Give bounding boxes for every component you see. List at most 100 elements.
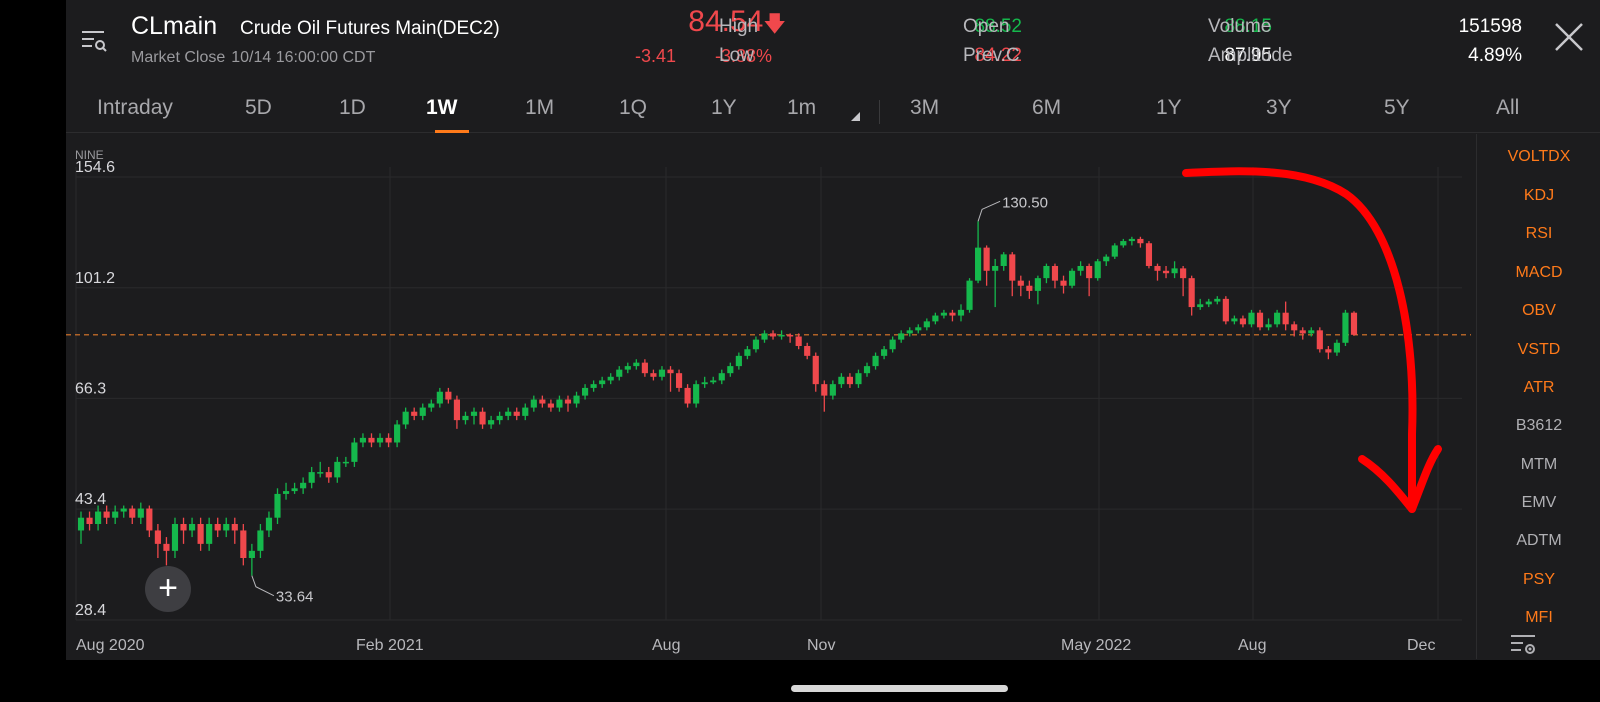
indicator-obv[interactable]: OBV xyxy=(1522,302,1556,319)
tab-3y[interactable]: 3Y xyxy=(1266,96,1292,119)
candle-body xyxy=(496,415,503,421)
indicator-vstd[interactable]: VSTD xyxy=(1517,341,1561,358)
candle-body xyxy=(590,384,597,388)
candle-body xyxy=(1350,312,1358,335)
tab-1q[interactable]: 1Q xyxy=(619,96,648,119)
candle-body xyxy=(462,415,469,421)
candle-body xyxy=(1231,318,1238,322)
candle-body xyxy=(317,472,324,474)
add-crosshair-button[interactable]: + xyxy=(145,566,191,612)
indicator-emv[interactable]: EMV xyxy=(1521,494,1557,511)
candle-body xyxy=(1222,298,1229,322)
indicator-psy[interactable]: PSY xyxy=(1522,571,1555,588)
candle-body xyxy=(163,543,170,551)
candle-body xyxy=(906,330,913,334)
candle-body xyxy=(701,382,708,385)
candle-body xyxy=(1128,238,1135,242)
y-axis-tick-label: 101.2 xyxy=(75,270,115,287)
candle-body xyxy=(975,247,982,281)
tab-1min[interactable]: 1m xyxy=(787,96,817,119)
low-label: Low xyxy=(719,45,754,66)
tab-1y[interactable]: 1Y xyxy=(711,96,737,119)
last-price-value: 84.54 xyxy=(688,5,764,38)
candle-body xyxy=(658,369,666,377)
candle-body xyxy=(898,333,905,340)
home-indicator[interactable] xyxy=(791,685,1008,692)
candle-body xyxy=(1162,270,1170,274)
candle-body xyxy=(223,524,230,531)
candle-body xyxy=(573,395,580,404)
candle-body xyxy=(1316,330,1323,350)
tab-1w[interactable]: 1W xyxy=(426,96,458,119)
x-axis-tick-label: Aug xyxy=(1238,637,1266,654)
close-icon[interactable] xyxy=(1552,20,1586,54)
indicator-mtm[interactable]: MTM xyxy=(1520,456,1558,473)
amplitude-value: 4.89% xyxy=(1468,45,1522,66)
candle-body xyxy=(1214,298,1221,302)
candle-body xyxy=(710,380,717,383)
candle-body xyxy=(624,366,631,370)
tab-1y-range[interactable]: 1Y xyxy=(1156,96,1182,119)
candle-body xyxy=(983,247,990,271)
tab-5d[interactable]: 5D xyxy=(245,96,272,119)
tab-all[interactable]: All xyxy=(1496,96,1520,119)
candle-body xyxy=(359,437,367,443)
market-timestamp: 10/14 16:00:00 CDT xyxy=(231,49,376,66)
prevc-value: 87.95 xyxy=(1224,45,1272,66)
candle-body xyxy=(607,376,614,381)
indicator-b3612[interactable]: B3612 xyxy=(1515,417,1563,434)
candle-body xyxy=(231,524,238,531)
candle-body xyxy=(804,345,811,356)
candle-body xyxy=(855,373,862,385)
indicator-mfi[interactable]: MFI xyxy=(1525,609,1553,626)
candle-body xyxy=(744,349,751,356)
indicator-settings-icon[interactable] xyxy=(1508,632,1538,658)
candle-body xyxy=(923,321,930,328)
low-annotation-label: 33.64 xyxy=(276,589,314,606)
candle-body xyxy=(915,327,922,331)
tab-5y[interactable]: 5Y xyxy=(1384,96,1410,119)
open-value: 88.15 xyxy=(1224,16,1272,37)
tab-intraday[interactable]: Intraday xyxy=(97,96,173,119)
candle-body xyxy=(530,399,537,408)
indicator-voltdx[interactable]: VOLTDX xyxy=(1507,148,1571,165)
candle-body xyxy=(838,376,845,385)
indicator-macd[interactable]: MACD xyxy=(1515,264,1563,281)
high-annotation-label: 130.50 xyxy=(1002,194,1048,211)
tab-1m[interactable]: 1M xyxy=(525,96,555,119)
candle-body xyxy=(667,369,674,374)
tab-1d[interactable]: 1D xyxy=(339,96,366,119)
dropdown-caret-icon[interactable] xyxy=(851,112,860,121)
candle-body xyxy=(428,403,435,408)
x-axis-tick-label: Nov xyxy=(807,637,835,654)
price-change-percent: -3.88% xyxy=(714,46,772,66)
candle-body xyxy=(300,482,307,489)
amplitude-label: Amplitude xyxy=(1208,45,1293,66)
candle-body xyxy=(752,339,760,350)
tab-3m[interactable]: 3M xyxy=(910,96,940,119)
price-chart[interactable]: NINE 154.6 101.2 66.3 43.4 28.4 Aug 2020 Feb … xyxy=(66,134,1476,702)
tab-6m[interactable]: 6M xyxy=(1032,96,1062,119)
candle-body xyxy=(436,391,443,404)
high-value: 88.52 xyxy=(974,16,1022,37)
candle-body xyxy=(171,524,179,551)
ticker-symbol: CLmain xyxy=(131,12,218,40)
indicator-kdj[interactable]: KDJ xyxy=(1523,187,1555,204)
indicator-atr[interactable]: ATR xyxy=(1523,379,1555,396)
candle-body xyxy=(112,511,119,518)
indicator-adtm[interactable]: ADTM xyxy=(1516,532,1562,549)
candle-body xyxy=(1077,265,1084,271)
candle-body xyxy=(351,442,358,462)
candle-body xyxy=(616,369,623,377)
candle-body xyxy=(95,511,102,525)
candle-body xyxy=(1299,330,1306,334)
candle-body xyxy=(248,550,255,559)
candle-body xyxy=(1248,312,1255,325)
tab-divider xyxy=(879,100,880,124)
candlestick-chart-svg[interactable]: NINE 154.6 101.2 66.3 43.4 28.4 Aug 2020 Feb … xyxy=(66,134,1476,702)
candle-body xyxy=(992,265,999,271)
candle-body xyxy=(1034,278,1041,291)
menu-list-icon[interactable] xyxy=(80,28,108,54)
candle-body xyxy=(1205,301,1212,305)
indicator-rsi[interactable]: RSI xyxy=(1525,225,1553,242)
